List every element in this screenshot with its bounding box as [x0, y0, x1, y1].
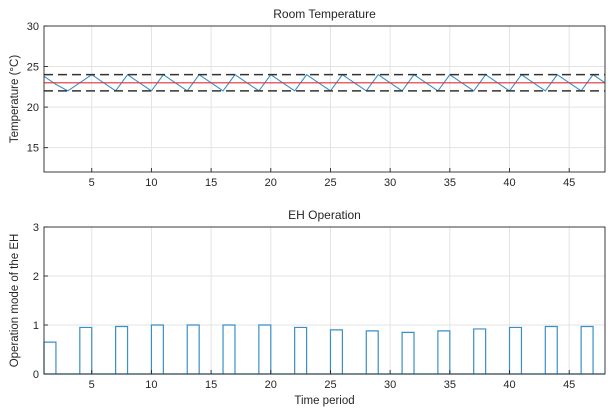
eh-operation-bar — [474, 329, 486, 374]
eh-operation-bar — [295, 327, 307, 374]
eh-operation-bar — [187, 325, 199, 374]
temp-ytick-label: 30 — [27, 21, 39, 33]
temp-xtick-label: 10 — [145, 177, 157, 189]
eh-operation-bar — [330, 330, 342, 374]
eh-ytick-label: 3 — [33, 222, 39, 234]
temp-axes-box — [43, 25, 606, 173]
eh-ytick-label: 1 — [33, 320, 39, 332]
eh-operation-bar — [80, 327, 92, 374]
temp-xtick-label: 45 — [563, 177, 575, 189]
eh-ytick-label: 0 — [33, 369, 39, 381]
eh-xtick-label: 30 — [384, 379, 396, 391]
eh-xtick-label: 15 — [205, 379, 217, 391]
eh-operation-bar — [510, 327, 522, 374]
temp-xtick-label: 35 — [444, 177, 456, 189]
eh-operation-bar — [259, 325, 271, 374]
temp-xtick-label: 15 — [205, 177, 217, 189]
eh-y-axis-label: Operation mode of the EH — [9, 234, 21, 368]
eh-xtick-label: 35 — [444, 379, 456, 391]
temp-xtick-label: 40 — [503, 177, 515, 189]
temp-chart-title: Room Temperature — [273, 7, 376, 21]
eh-xtick-label: 45 — [563, 379, 575, 391]
temp-y-axis-label: Temperature (°C) — [9, 55, 21, 143]
eh-operation-bar — [545, 326, 557, 374]
eh-operation-bar — [151, 325, 163, 374]
temp-xtick-label: 25 — [324, 177, 336, 189]
temp-xtick-label: 5 — [89, 177, 95, 189]
temp-xtick-label: 30 — [384, 177, 396, 189]
eh-xtick-label: 10 — [145, 379, 157, 391]
eh-ytick-label: 2 — [33, 271, 39, 283]
temp-room-temperature-line — [43, 73, 606, 92]
eh-operation-bar — [438, 331, 450, 374]
eh-operation-bar — [44, 342, 56, 374]
temp-ytick-label: 20 — [27, 102, 39, 114]
eh-operation-bar — [366, 331, 378, 374]
eh-xtick-label: 25 — [324, 379, 336, 391]
eh-xtick-label: 20 — [265, 379, 277, 391]
eh-xtick-label: 40 — [503, 379, 515, 391]
eh-operation-bar — [116, 326, 128, 374]
eh-xtick-label: 5 — [89, 379, 95, 391]
temp-ytick-label: 25 — [27, 62, 39, 74]
temp-ytick-label: 15 — [27, 143, 39, 155]
eh-axes-box — [43, 226, 606, 375]
eh-chart-title: EH Operation — [288, 208, 361, 222]
eh-operation-bars — [43, 324, 605, 375]
eh-plot-area — [44, 227, 605, 374]
temp-plot-area — [44, 26, 605, 172]
temp-xtick-label: 20 — [265, 177, 277, 189]
eh-x-axis-label: Time period — [294, 395, 354, 407]
eh-operation-bar — [581, 326, 593, 374]
eh-operation-bar — [402, 332, 414, 374]
eh-operation-bar — [223, 325, 235, 374]
